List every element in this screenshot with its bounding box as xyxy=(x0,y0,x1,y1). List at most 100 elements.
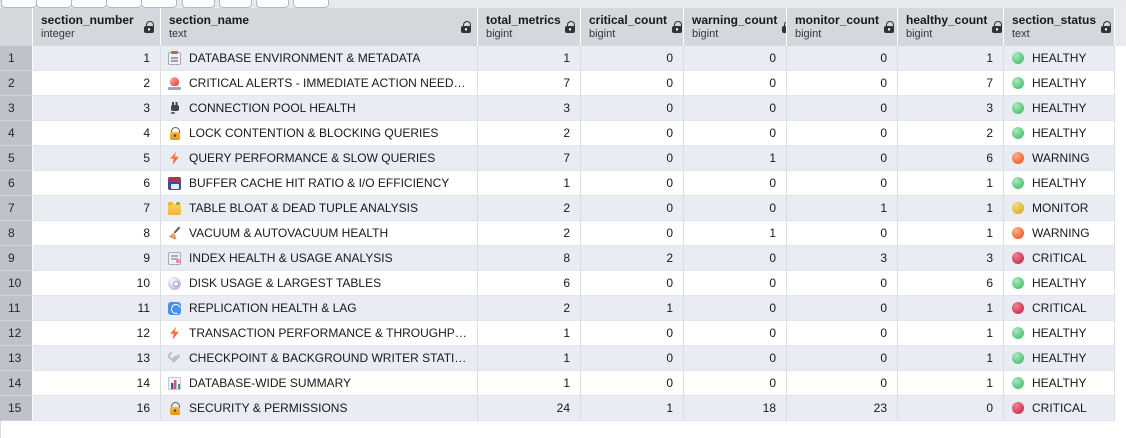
cell-monitor-count[interactable]: 0 xyxy=(787,271,898,296)
cell-section-number[interactable]: 13 xyxy=(33,346,161,371)
cell-warning-count[interactable]: 18 xyxy=(684,396,787,421)
cell-warning-count[interactable]: 0 xyxy=(684,46,787,71)
table-row[interactable]: 8 8 VACUUM & AUTOVACUUM HEALTH 2 0 1 0 1… xyxy=(0,221,1126,246)
table-row[interactable]: 3 3 CONNECTION POOL HEALTH 3 0 0 0 3 HEA… xyxy=(0,96,1126,121)
cell-critical-count[interactable]: 0 xyxy=(581,371,684,396)
cell-section-status[interactable]: HEALTHY xyxy=(1004,46,1115,71)
column-header-critical-count[interactable]: critical_count bigint xyxy=(581,8,684,46)
cell-warning-count[interactable]: 0 xyxy=(684,271,787,296)
row-number[interactable]: 12 xyxy=(0,321,33,346)
cell-warning-count[interactable]: 0 xyxy=(684,246,787,271)
cell-total-metrics[interactable]: 6 xyxy=(478,271,581,296)
cell-healthy-count[interactable]: 1 xyxy=(898,321,1004,346)
cell-healthy-count[interactable]: 7 xyxy=(898,71,1004,96)
cell-section-name[interactable]: DATABASE ENVIRONMENT & METADATA xyxy=(161,46,478,71)
cell-healthy-count[interactable]: 1 xyxy=(898,171,1004,196)
cell-section-status[interactable]: HEALTHY xyxy=(1004,371,1115,396)
row-number[interactable]: 1 xyxy=(0,46,33,71)
column-header-warning-count[interactable]: warning_count bigint xyxy=(684,8,787,46)
cell-section-number[interactable]: 11 xyxy=(33,296,161,321)
toolbar-button[interactable] xyxy=(71,0,107,8)
cell-warning-count[interactable]: 0 xyxy=(684,346,787,371)
cell-monitor-count[interactable]: 0 xyxy=(787,71,898,96)
cell-section-name[interactable]: BUFFER CACHE HIT RATIO & I/O EFFICIENCY xyxy=(161,171,478,196)
cell-section-status[interactable]: HEALTHY xyxy=(1004,121,1115,146)
cell-section-number[interactable]: 4 xyxy=(33,121,161,146)
cell-monitor-count[interactable]: 1 xyxy=(787,196,898,221)
cell-monitor-count[interactable]: 0 xyxy=(787,296,898,321)
column-header-healthy-count[interactable]: healthy_count bigint xyxy=(898,8,1004,46)
column-header-section-number[interactable]: section_number integer xyxy=(33,8,161,46)
cell-total-metrics[interactable]: 2 xyxy=(478,121,581,146)
cell-total-metrics[interactable]: 7 xyxy=(478,146,581,171)
cell-section-number[interactable]: 8 xyxy=(33,221,161,246)
cell-monitor-count[interactable]: 0 xyxy=(787,346,898,371)
row-number[interactable]: 15 xyxy=(0,396,33,421)
toolbar-button[interactable] xyxy=(36,0,72,8)
cell-monitor-count[interactable]: 0 xyxy=(787,171,898,196)
table-row[interactable]: 10 10 DISK USAGE & LARGEST TABLES 6 0 0 … xyxy=(0,271,1126,296)
cell-warning-count[interactable]: 0 xyxy=(684,96,787,121)
cell-section-name[interactable]: VACUUM & AUTOVACUUM HEALTH xyxy=(161,221,478,246)
column-header-monitor-count[interactable]: monitor_count bigint xyxy=(787,8,898,46)
table-row[interactable]: 1 1 DATABASE ENVIRONMENT & METADATA 1 0 … xyxy=(0,46,1126,71)
row-number[interactable]: 2 xyxy=(0,71,33,96)
table-row[interactable]: 15 16 SECURITY & PERMISSIONS 24 1 18 23 … xyxy=(0,396,1126,421)
cell-section-status[interactable]: WARNING xyxy=(1004,146,1115,171)
cell-section-number[interactable]: 3 xyxy=(33,96,161,121)
cell-healthy-count[interactable]: 1 xyxy=(898,221,1004,246)
cell-critical-count[interactable]: 0 xyxy=(581,196,684,221)
column-header-section-status[interactable]: section_status text xyxy=(1004,8,1115,46)
cell-total-metrics[interactable]: 2 xyxy=(478,221,581,246)
row-number[interactable]: 8 xyxy=(0,221,33,246)
cell-section-status[interactable]: HEALTHY xyxy=(1004,71,1115,96)
cell-section-status[interactable]: HEALTHY xyxy=(1004,271,1115,296)
cell-critical-count[interactable]: 0 xyxy=(581,171,684,196)
cell-total-metrics[interactable]: 1 xyxy=(478,346,581,371)
cell-critical-count[interactable]: 0 xyxy=(581,346,684,371)
cell-section-number[interactable]: 10 xyxy=(33,271,161,296)
cell-monitor-count[interactable]: 0 xyxy=(787,121,898,146)
cell-section-name[interactable]: CHECKPOINT & BACKGROUND WRITER STATISTI… xyxy=(161,346,478,371)
cell-section-name[interactable]: INDEX HEALTH & USAGE ANALYSIS xyxy=(161,246,478,271)
cell-healthy-count[interactable]: 6 xyxy=(898,271,1004,296)
cell-healthy-count[interactable]: 3 xyxy=(898,246,1004,271)
cell-section-status[interactable]: CRITICAL xyxy=(1004,246,1115,271)
cell-critical-count[interactable]: 2 xyxy=(581,246,684,271)
cell-total-metrics[interactable]: 7 xyxy=(478,71,581,96)
cell-critical-count[interactable]: 0 xyxy=(581,71,684,96)
cell-critical-count[interactable]: 0 xyxy=(581,96,684,121)
toolbar-button[interactable] xyxy=(182,0,215,8)
column-header-total-metrics[interactable]: total_metrics bigint xyxy=(478,8,581,46)
cell-section-status[interactable]: WARNING xyxy=(1004,221,1115,246)
table-row[interactable]: 13 13 CHECKPOINT & BACKGROUND WRITER STA… xyxy=(0,346,1126,371)
cell-section-status[interactable]: HEALTHY xyxy=(1004,96,1115,121)
cell-section-number[interactable]: 16 xyxy=(33,396,161,421)
cell-section-name[interactable]: DATABASE-WIDE SUMMARY xyxy=(161,371,478,396)
toolbar-button[interactable] xyxy=(1,0,37,8)
table-row[interactable]: 2 2 CRITICAL ALERTS - IMMEDIATE ACTION N… xyxy=(0,71,1126,96)
cell-section-status[interactable]: HEALTHY xyxy=(1004,346,1115,371)
cell-warning-count[interactable]: 0 xyxy=(684,321,787,346)
cell-monitor-count[interactable]: 0 xyxy=(787,321,898,346)
row-number[interactable]: 14 xyxy=(0,371,33,396)
cell-section-number[interactable]: 2 xyxy=(33,71,161,96)
cell-section-name[interactable]: DISK USAGE & LARGEST TABLES xyxy=(161,271,478,296)
cell-healthy-count[interactable]: 1 xyxy=(898,346,1004,371)
cell-section-number[interactable]: 1 xyxy=(33,46,161,71)
row-number[interactable]: 13 xyxy=(0,346,33,371)
cell-monitor-count[interactable]: 3 xyxy=(787,246,898,271)
table-row[interactable]: 7 7 TABLE BLOAT & DEAD TUPLE ANALYSIS 2 … xyxy=(0,196,1126,221)
cell-section-status[interactable]: CRITICAL xyxy=(1004,296,1115,321)
cell-total-metrics[interactable]: 24 xyxy=(478,396,581,421)
cell-healthy-count[interactable]: 1 xyxy=(898,46,1004,71)
cell-section-number[interactable]: 7 xyxy=(33,196,161,221)
cell-total-metrics[interactable]: 1 xyxy=(478,371,581,396)
cell-total-metrics[interactable]: 1 xyxy=(478,46,581,71)
cell-warning-count[interactable]: 1 xyxy=(684,221,787,246)
cell-monitor-count[interactable]: 0 xyxy=(787,371,898,396)
cell-section-name[interactable]: TABLE BLOAT & DEAD TUPLE ANALYSIS xyxy=(161,196,478,221)
cell-section-status[interactable]: HEALTHY xyxy=(1004,321,1115,346)
table-row[interactable]: 6 6 BUFFER CACHE HIT RATIO & I/O EFFICIE… xyxy=(0,171,1126,196)
cell-warning-count[interactable]: 0 xyxy=(684,171,787,196)
